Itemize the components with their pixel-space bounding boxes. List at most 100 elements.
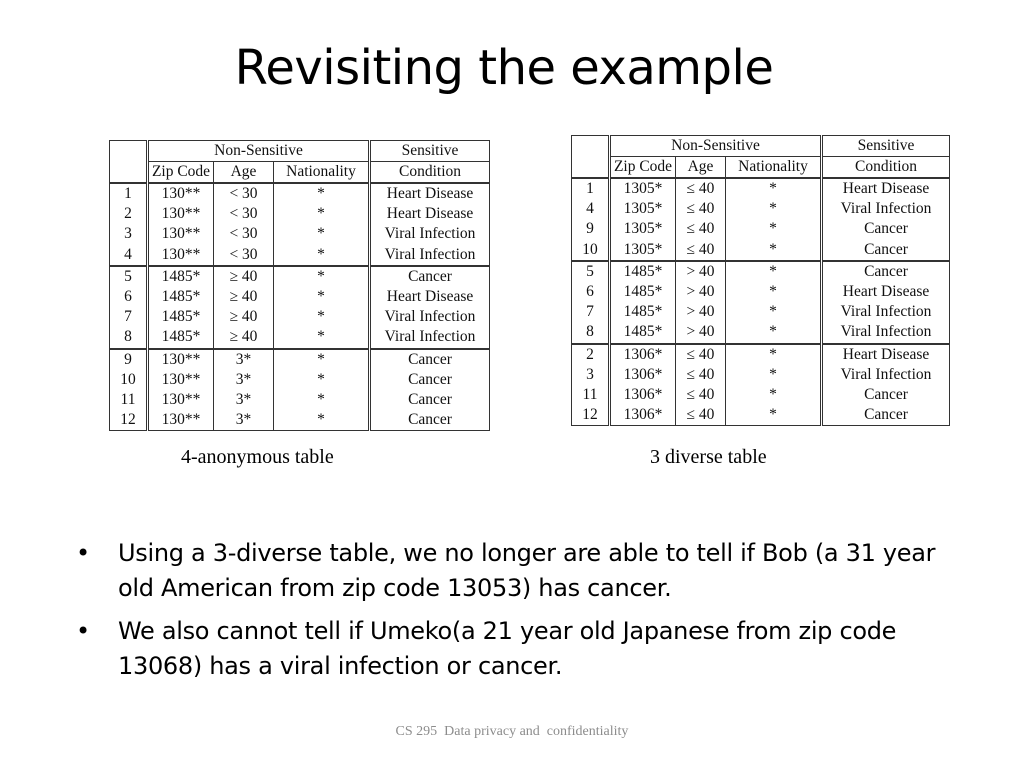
table-cell: Viral Infection (384, 225, 476, 243)
table-cell: 1305* (609, 239, 676, 261)
four-anonymous-table-caption: 4-anonymous table (181, 446, 334, 468)
table-row: 8 1485* > 40 * Viral Infection (571, 322, 950, 344)
three-diverse-table: Non-Sensitive Sensitive Zip Code Age Nationa… (571, 135, 951, 427)
bullet-list: • Using a 3-diverse table, we no longer … (76, 536, 956, 692)
table-cell: 1485* (147, 287, 214, 308)
table-cell: 1305* (609, 219, 676, 240)
table-cell: 10 (109, 369, 149, 391)
table-cell: * (725, 342, 824, 365)
table-row: 10 130** 3* * Cancer (109, 369, 490, 391)
table-cell: * (273, 369, 372, 391)
table-cell: > 40 (675, 322, 726, 344)
table-cell: ≤ 40 (675, 239, 726, 261)
table-row: 12 130** 3* * Cancer (109, 410, 490, 431)
table-cell: Cancer (864, 220, 908, 238)
table-cell: 1485* (609, 282, 676, 303)
table-cell: 7 (109, 307, 149, 328)
table-cell: 1485* (147, 327, 214, 349)
table-cell: < 30 (213, 204, 274, 225)
table-cell: > 40 (675, 259, 726, 283)
table-cell: Viral Infection (384, 328, 476, 346)
table-cell: Heart Disease (386, 205, 474, 223)
table-cell: Cancer (864, 240, 908, 258)
table-cell: 130** (147, 410, 214, 431)
table-row: 5 1485* ≥ 40 * Cancer (109, 264, 490, 288)
table-cell: 130** (147, 369, 214, 391)
table-cell: * (725, 385, 824, 406)
table-row: 2 1306* ≤ 40 * Heart Disease (571, 342, 950, 365)
table-row: 3 130** < 30 * Viral Infection (109, 224, 490, 245)
table-cell: 8 (109, 327, 149, 349)
table-cell: > 40 (675, 282, 726, 303)
table-cell: ≤ 40 (675, 364, 726, 386)
table-row: 11 1306* ≤ 40 * Cancer (571, 385, 950, 406)
table-cell: Cancer (864, 406, 908, 424)
column-header: Age (675, 156, 726, 179)
column-header: Condition (369, 161, 490, 184)
table-cell: 130** (147, 347, 214, 370)
header-column-row: Zip Code Age Nationality Condition (571, 156, 950, 179)
three-diverse-table-caption: 3 diverse table (650, 446, 767, 468)
table-row: 4 130** < 30 * Viral Infection (109, 244, 490, 266)
table-cell: * (725, 259, 824, 283)
table-cell: < 30 (213, 244, 274, 266)
table-cell: ≤ 40 (675, 385, 726, 406)
table-cell: 3* (213, 390, 274, 411)
table-cell: Viral Infection (384, 245, 476, 263)
table-row: 8 1485* ≥ 40 * Viral Infection (109, 327, 490, 349)
table-cell: * (273, 347, 372, 370)
table-cell: Viral Infection (840, 200, 932, 218)
table-cell: < 30 (213, 183, 274, 205)
table-cell: 6 (571, 282, 611, 303)
table-cell: 130** (147, 204, 214, 225)
table-cell: 11 (109, 390, 149, 411)
table-cell: Heart Disease (386, 185, 474, 202)
table-cell: 6 (109, 287, 149, 308)
table-row: 1 1305* ≤ 40 * Heart Disease (571, 178, 950, 200)
table-cell: * (273, 183, 372, 205)
table-cell: * (273, 410, 372, 431)
table-row: 9 130** 3* * Cancer (109, 347, 490, 370)
table-cell: ≥ 40 (213, 287, 274, 308)
column-header: Condition (821, 156, 950, 179)
table-cell: 11 (571, 385, 611, 406)
table-cell: 3* (213, 410, 274, 431)
table-cell: Heart Disease (821, 342, 950, 365)
bullet-text: We also cannot tell if Umeko(a 21 year o… (118, 617, 897, 680)
bullet-text: Using a 3-diverse table, we no longer ar… (118, 539, 936, 602)
table-cell: 1305* (609, 199, 676, 220)
table-row: 7 1485* > 40 * Viral Infection (571, 302, 950, 323)
table-cell: * (725, 322, 824, 344)
table-row: 12 1306* ≤ 40 * Cancer (571, 405, 950, 426)
table-cell: 5 (571, 259, 611, 283)
table-cell: 1485* (609, 322, 676, 344)
table-cell: 4 (571, 199, 611, 220)
table-cell: 9 (571, 219, 611, 240)
table-cell: * (725, 239, 824, 261)
table-cell: ≤ 40 (675, 405, 726, 426)
slide-title: Revisiting the example (234, 40, 774, 96)
table-cell: 1485* (147, 307, 214, 328)
table-cell: * (725, 199, 824, 220)
table-cell: 1 (109, 183, 149, 205)
table-cell: 8 (571, 322, 611, 344)
table-cell: 12 (109, 410, 149, 431)
table-cell: * (273, 327, 372, 349)
table-cell: 1305* (609, 178, 676, 200)
table-cell: * (273, 264, 372, 288)
table-cell: * (273, 244, 372, 266)
header-group-row: Non-Sensitive Sensitive (109, 140, 490, 162)
table-cell: * (725, 302, 824, 323)
table-cell: ≤ 40 (675, 178, 726, 200)
table-row: 6 1485* ≥ 40 * Heart Disease (109, 287, 490, 308)
table-cell: 1306* (609, 385, 676, 406)
header-group-sensitive: Sensitive (821, 135, 950, 157)
table-cell: ≥ 40 (213, 307, 274, 328)
column-header: Age (213, 161, 274, 184)
bullet-marker: • (76, 539, 90, 567)
table-cell: Cancer (408, 391, 452, 409)
table-row: 3 1306* ≤ 40 * Viral Infection (571, 364, 950, 386)
table-row: 7 1485* ≥ 40 * Viral Infection (109, 307, 490, 328)
header-blank-cell (571, 156, 611, 179)
table-cell: 3* (213, 347, 274, 370)
